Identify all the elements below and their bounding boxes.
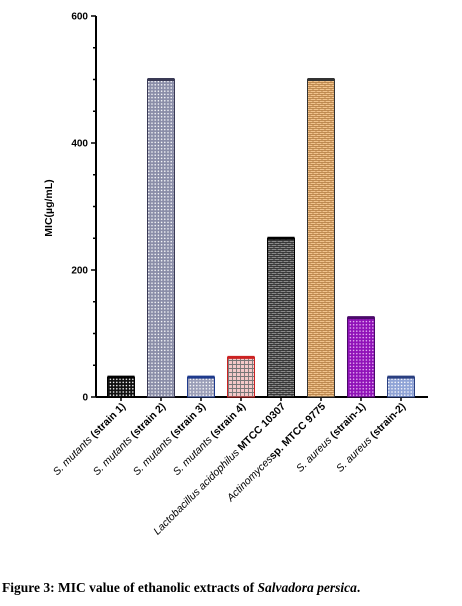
- x-tick-label: S. mutants (strain 4): [171, 401, 248, 478]
- bar: [187, 376, 215, 398]
- category-strain: (strain 3): [166, 401, 208, 443]
- category-strain: (strain-2): [366, 401, 408, 443]
- y-tick-label: 0: [82, 393, 88, 404]
- x-tick-label: S. aureus (strain-2): [334, 401, 408, 475]
- x-axis: [96, 396, 428, 401]
- x-tick-label: S. mutants (strain 2): [91, 401, 168, 478]
- category-species: S. mutants: [131, 434, 176, 479]
- y-tick-label: 600: [71, 12, 88, 23]
- bar: [227, 356, 255, 398]
- category-species: S. mutants: [51, 434, 96, 479]
- caption-suffix: .: [356, 580, 361, 595]
- caption-prefix: Figure 3: MIC value of ethanolic extract…: [2, 580, 258, 595]
- category-species: S. aureus: [294, 434, 335, 475]
- y-axis-title: MIC(µg/mL): [43, 179, 55, 236]
- category-strain: (strain 4): [206, 401, 248, 443]
- figure-caption: Figure 3: MIC value of ethanolic extract…: [2, 580, 460, 596]
- bar: [387, 376, 415, 398]
- category-strain: (strain 2): [126, 401, 168, 443]
- category-species: S. aureus: [334, 434, 375, 475]
- caption-species: Salvadora persica: [257, 580, 357, 595]
- bar: [347, 317, 375, 398]
- category-labels: S. mutants (strain 1)S. mutants (strain …: [51, 401, 408, 538]
- y-tick-label: 200: [71, 266, 88, 277]
- bars: [107, 78, 415, 398]
- category-species: S. mutants: [91, 434, 136, 479]
- x-tick-label: S. aureus (strain-1): [294, 401, 368, 475]
- bar: [107, 376, 135, 398]
- bar: [307, 79, 335, 398]
- y-axis: 0 200 400 600: [71, 12, 97, 404]
- bar: [147, 79, 175, 398]
- x-tick-label: S. mutants (strain 1): [51, 401, 128, 478]
- y-tick-label: 400: [71, 139, 88, 150]
- x-tick-label: S. mutants (strain 3): [131, 401, 208, 478]
- bar: [267, 237, 295, 398]
- category-strain: (strain 1): [86, 401, 128, 443]
- category-strain: (strain-1): [326, 401, 368, 443]
